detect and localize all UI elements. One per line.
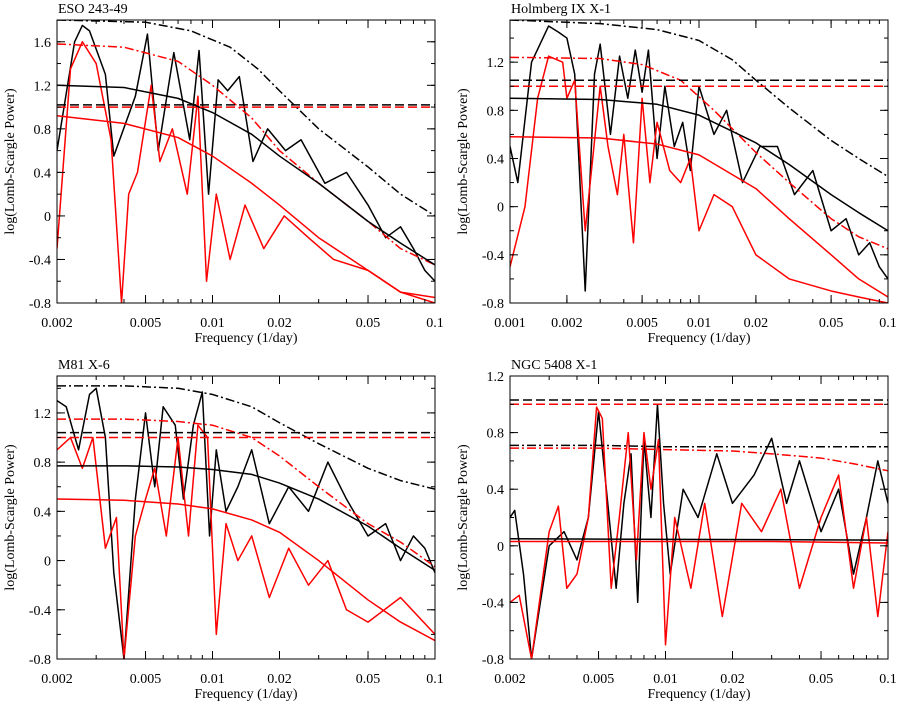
y-axis-label: log(Lomb-Scargle Power) — [3, 88, 18, 235]
x-tick-label: 0.005 — [626, 316, 658, 331]
y-axis-label: log(Lomb-Scargle Power) — [3, 444, 18, 591]
x-tick-label: 0.005 — [583, 672, 615, 687]
series-group — [57, 20, 435, 303]
y-tick-label: 0 — [497, 201, 504, 216]
y-tick-label: 0.4 — [34, 166, 52, 181]
y-tick-label: 0.4 — [487, 483, 505, 498]
x-axis-label: Frequency (1/day) — [647, 331, 750, 346]
series-line-black-solid-1 — [510, 25, 888, 292]
x-tick-label: 0.01 — [653, 672, 678, 687]
series-line-black-solid-1 — [510, 403, 888, 659]
y-tick-label: 1.2 — [34, 407, 52, 422]
chart-panel-4: 0.002 0.005 0.01 0.02 0.05 0.1 -0.8 -0.4 0 0.4 0.8… — [456, 358, 897, 702]
x-tick-label: 0.1 — [879, 316, 897, 331]
chart-title: NGC 5408 X-1 — [511, 358, 597, 373]
y-tick-label: 0 — [44, 555, 51, 570]
x-tick-label: 0.01 — [200, 672, 225, 687]
x-axis-label: Frequency (1/day) — [194, 687, 297, 702]
x-tick-label: 0.02 — [744, 316, 769, 331]
y-tick-label: -0.4 — [29, 604, 51, 619]
y-tick-label: 1.2 — [487, 56, 505, 71]
y-tick-label: 0.4 — [487, 152, 505, 167]
chart-title: ESO 243-49 — [58, 2, 128, 17]
x-tick-label: 0.001 — [494, 316, 526, 331]
y-tick-label: -0.4 — [482, 249, 504, 264]
x-tick-label: 0.005 — [130, 672, 162, 687]
series-line-red-solid-6 — [57, 115, 435, 303]
series-line-red-solid-2 — [57, 41, 435, 303]
series-line-red-solid-2 — [510, 55, 888, 303]
series-line-red-solid-2 — [57, 424, 435, 659]
series-line-red-dashdot-4 — [510, 447, 888, 472]
series-line-black-dashdot-3 — [510, 20, 888, 178]
series-line-black-solid-5 — [57, 84, 435, 266]
y-tick-label: 1.2 — [34, 79, 52, 94]
x-tick-label: 0.02 — [720, 672, 745, 687]
series-line-black-solid-5 — [510, 97, 888, 232]
y-tick-label: -0.8 — [482, 653, 504, 668]
x-tick-label: 0.02 — [267, 316, 292, 331]
series-line-red-solid-6 — [510, 540, 888, 544]
y-tick-label: 1.6 — [34, 36, 52, 51]
x-tick-label: 0.05 — [809, 672, 834, 687]
x-tick-label: 0.05 — [356, 672, 381, 687]
y-tick-label: -0.4 — [29, 253, 51, 268]
x-axis-label: Frequency (1/day) — [194, 331, 297, 346]
x-tick-label: 0.1 — [879, 672, 897, 687]
series-line-red-solid-2 — [510, 406, 888, 659]
y-tick-label: -0.8 — [29, 297, 51, 312]
x-tick-label: 0.01 — [200, 316, 225, 331]
x-tick-label: 0.002 — [551, 316, 583, 331]
x-tick-label: 0.1 — [426, 316, 444, 331]
y-tick-label: 0 — [497, 540, 504, 555]
plot-frame — [509, 19, 889, 304]
series-line-red-dashdot-4 — [57, 43, 435, 266]
y-tick-label: 0.8 — [487, 104, 505, 119]
x-tick-label: 0.005 — [130, 316, 162, 331]
y-tick-label: 0.8 — [34, 123, 52, 138]
series-group — [510, 20, 888, 303]
y-tick-label: -0.8 — [29, 653, 51, 668]
y-tick-label: 1.2 — [487, 370, 505, 385]
plot-frame — [509, 375, 889, 660]
plot-frame — [56, 375, 436, 660]
chart-title: M81 X-6 — [58, 358, 110, 373]
y-tick-label: 0.4 — [34, 505, 52, 520]
y-tick-label: 0 — [44, 210, 51, 225]
series-line-black-solid-5 — [510, 537, 888, 541]
series-line-black-dashdot-3 — [57, 20, 435, 217]
y-axis-label: log(Lomb-Scargle Power) — [456, 444, 471, 591]
chart-panel-1: 0.002 0.005 0.01 0.02 0.05 0.1 -0.8 -0.4 0 0.4 0.8… — [3, 2, 444, 346]
series-line-red-dashdot-4 — [510, 56, 888, 250]
series-line-black-dashdot-3 — [510, 444, 888, 448]
x-tick-label: 0.002 — [41, 316, 73, 331]
chart-panel-2: 0.001 0.002 0.005 0.01 0.02 0.05 0.1 -0.8 -0.4 0 0… — [456, 2, 897, 346]
y-tick-label: 0.8 — [487, 427, 505, 442]
x-tick-label: 0.05 — [819, 316, 844, 331]
y-axis-label: log(Lomb-Scargle Power) — [456, 88, 471, 235]
plot-frame — [56, 19, 436, 304]
x-tick-label: 0.02 — [267, 672, 292, 687]
y-tick-label: -0.4 — [482, 596, 504, 611]
x-tick-label: 0.1 — [426, 672, 444, 687]
x-axis-label: Frequency (1/day) — [647, 687, 750, 702]
chart-title: Holmberg IX X-1 — [511, 2, 611, 17]
x-tick-label: 0.05 — [356, 316, 381, 331]
series-line-black-dashdot-3 — [57, 385, 435, 490]
series-line-red-solid-6 — [510, 136, 888, 298]
y-tick-label: 0.8 — [34, 456, 52, 471]
x-tick-label: 0.01 — [687, 316, 712, 331]
chart-panel-3: 0.002 0.005 0.01 0.02 0.05 0.1 -0.8 -0.4 0 0.4 0.8… — [3, 358, 444, 702]
series-line-black-solid-1 — [57, 387, 435, 659]
series-group — [510, 399, 888, 659]
y-tick-label: -0.8 — [482, 297, 504, 312]
series-group — [57, 385, 435, 659]
x-tick-label: 0.002 — [494, 672, 526, 687]
series-line-black-solid-5 — [57, 465, 435, 572]
series-line-red-solid-6 — [57, 498, 435, 642]
x-tick-label: 0.002 — [41, 672, 73, 687]
series-line-black-solid-1 — [57, 24, 435, 282]
series-line-red-dashdot-4 — [57, 418, 435, 568]
